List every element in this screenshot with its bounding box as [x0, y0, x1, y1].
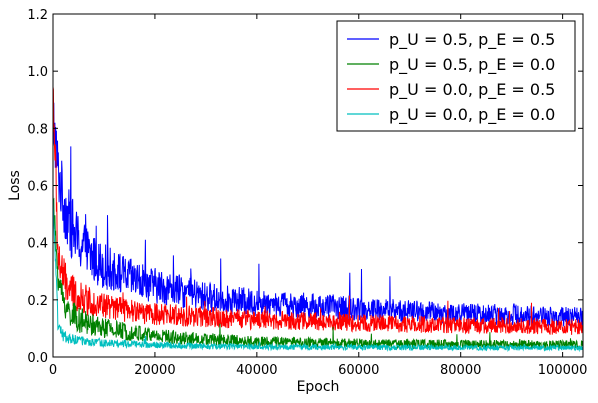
y-tick-label: 0.8: [27, 122, 48, 137]
y-tick-label: 1.2: [27, 8, 48, 23]
x-tick-label: 80000: [440, 363, 481, 378]
legend: p_U = 0.5, p_E = 0.5 p_U = 0.5, p_E = 0.0…: [336, 20, 576, 132]
ticks-layer: 0 20000 40000 60000 80000 100000 0.0 0.2 0.4 0.6 0…: [27, 8, 587, 378]
x-tick-label: 0: [49, 363, 57, 378]
plot-frame: [52, 13, 584, 358]
y-tick-label: 0.4: [27, 237, 48, 252]
y-tick-label: 1.0: [27, 65, 48, 80]
y-tick-label: 0.0: [27, 351, 48, 366]
legend-entry: p_U = 0.5, p_E = 0.5: [389, 30, 555, 50]
series-line-3: [53, 193, 583, 353]
y-tick-label: 0.6: [27, 180, 48, 195]
x-tick-label: 20000: [134, 363, 175, 378]
legend-entry: p_U = 0.0, p_E = 0.0: [389, 105, 555, 125]
x-tick-label: 60000: [338, 363, 379, 378]
series-layer: [53, 86, 583, 353]
series-line-1: [53, 197, 583, 350]
legend-entry: p_U = 0.0, p_E = 0.5: [389, 80, 555, 100]
x-tick-label: 40000: [236, 363, 277, 378]
y-axis-label: Loss: [7, 170, 23, 201]
x-tick-label: 100000: [538, 363, 588, 378]
series-line-2: [53, 86, 583, 335]
series-line-0: [53, 100, 583, 328]
legend-entry: p_U = 0.5, p_E = 0.0: [389, 55, 555, 75]
x-axis-label: Epoch: [297, 379, 340, 395]
y-tick-label: 0.2: [27, 294, 48, 309]
